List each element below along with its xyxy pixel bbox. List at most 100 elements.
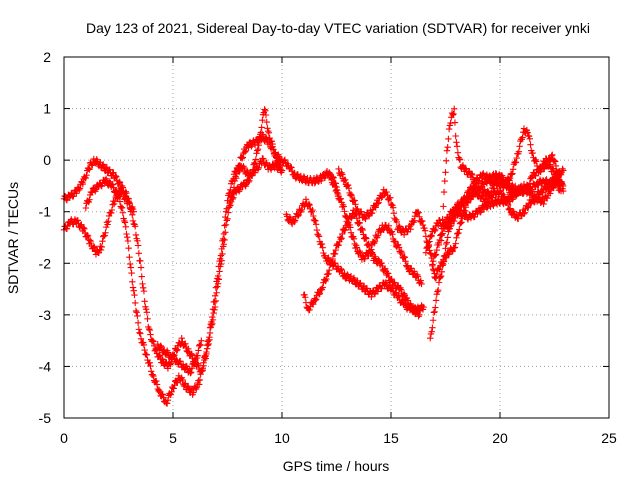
data-point (484, 187, 491, 195)
data-point (98, 243, 105, 251)
data-point (116, 198, 124, 205)
data-point (137, 330, 144, 337)
data-point (426, 238, 433, 245)
data-point (82, 204, 89, 212)
data-point (257, 129, 265, 136)
data-point (261, 106, 268, 113)
y-tick-label: -1 (39, 204, 52, 220)
data-point (135, 326, 143, 333)
data-point (509, 170, 516, 177)
data-point (242, 147, 249, 155)
data-point (433, 270, 440, 278)
data-point (312, 217, 319, 225)
data-point (117, 203, 124, 210)
data-point (541, 180, 548, 187)
data-point (404, 228, 411, 236)
data-point (184, 384, 191, 391)
data-point (340, 225, 347, 233)
data-point (388, 275, 395, 283)
data-point (85, 165, 92, 172)
data-point (256, 135, 263, 142)
data-point (546, 161, 554, 168)
data-point (296, 207, 304, 214)
data-point (520, 210, 528, 217)
data-point (201, 356, 208, 364)
data-point (344, 214, 351, 222)
data-point (395, 241, 402, 248)
data-point (113, 187, 120, 194)
data-point (449, 111, 456, 119)
data-point (300, 173, 307, 180)
data-point (435, 286, 442, 294)
data-point (525, 183, 533, 190)
data-point (187, 350, 195, 357)
data-point (454, 149, 462, 156)
data-point (132, 231, 140, 239)
data-point (503, 196, 510, 203)
data-point (124, 237, 132, 245)
data-point (340, 177, 347, 185)
data-point (374, 200, 382, 207)
data-point (84, 232, 92, 240)
data-point (535, 181, 542, 189)
data-point (526, 135, 533, 142)
data-point (125, 244, 132, 252)
data-point (508, 171, 515, 178)
data-point (214, 272, 222, 280)
data-point (138, 273, 145, 280)
data-point (102, 229, 109, 236)
data-point (381, 265, 389, 272)
data-point (374, 288, 382, 295)
data-point (427, 335, 434, 342)
data-point (121, 217, 128, 225)
data-point (436, 236, 443, 244)
data-point (133, 309, 140, 316)
data-point (515, 148, 523, 155)
data-point (453, 234, 460, 241)
data-point (272, 159, 279, 167)
data-point (344, 271, 351, 278)
data-point (339, 230, 346, 238)
data-point (393, 218, 401, 226)
data-point (109, 181, 116, 188)
data-point (94, 183, 102, 191)
data-point (218, 245, 225, 253)
data-point (445, 135, 452, 143)
data-point (140, 341, 148, 349)
data-point (436, 216, 443, 224)
data-point (203, 341, 211, 349)
data-point (428, 232, 435, 240)
data-point (348, 192, 355, 200)
data-point (452, 240, 459, 247)
data-point (235, 188, 243, 195)
data-point (230, 175, 237, 183)
data-point (350, 235, 358, 242)
data-point (334, 190, 342, 198)
data-point (429, 317, 437, 324)
data-point (453, 139, 460, 146)
data-point (178, 334, 185, 342)
data-point (529, 149, 536, 157)
data-point (255, 164, 262, 172)
data-point (249, 170, 256, 178)
data-point (417, 277, 424, 284)
data-point (444, 144, 451, 151)
data-point (533, 158, 540, 165)
data-point (550, 184, 557, 192)
data-point (363, 285, 371, 292)
data-point (118, 204, 126, 211)
data-point (554, 177, 561, 184)
data-point (113, 173, 120, 181)
data-point (331, 183, 339, 190)
data-point (195, 342, 203, 350)
data-point (522, 127, 530, 135)
data-point (368, 246, 375, 253)
data-point (540, 200, 547, 208)
x-tick-label: 10 (274, 430, 290, 446)
data-point (220, 241, 228, 248)
data-point (126, 199, 133, 206)
data-point (140, 287, 148, 295)
data-point (147, 362, 154, 370)
data-point (212, 284, 220, 291)
data-point (373, 233, 380, 240)
